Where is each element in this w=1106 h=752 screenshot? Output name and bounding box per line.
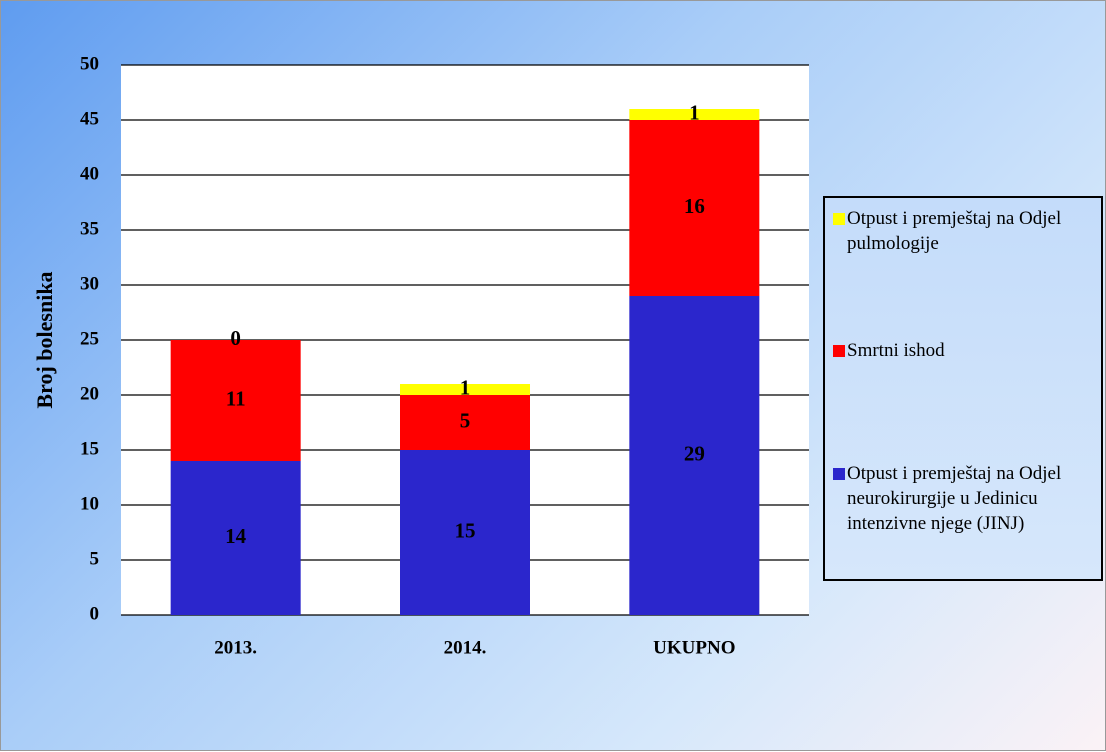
legend: Otpust i premještaj na Odjel pulmologije…: [823, 196, 1103, 581]
bar-segment: [170, 461, 301, 615]
bar-segment: [629, 120, 760, 296]
data-label: 0: [230, 326, 241, 350]
data-label: 1: [460, 375, 471, 399]
y-tick-label: 30: [80, 273, 99, 294]
data-label: 1: [689, 100, 700, 124]
y-tick-label: 5: [90, 548, 100, 569]
legend-entry: Otpust i premještaj na Odjel neurokirurg…: [833, 461, 1106, 536]
y-tick-label: 35: [80, 218, 99, 239]
legend-swatch: [833, 213, 845, 225]
x-tick-label: 2013.: [214, 637, 257, 658]
y-tick-label: 25: [80, 328, 99, 349]
bar-segment: [629, 296, 760, 615]
data-label: 15: [455, 518, 476, 542]
legend-swatch: [833, 345, 845, 357]
bar-segment: [400, 450, 530, 615]
legend-entry: Smrtni ishod: [833, 338, 1106, 363]
bar-segment: [170, 340, 301, 461]
y-tick-label: 0: [90, 603, 100, 624]
data-label: 5: [460, 408, 471, 432]
x-tick-label: UKUPNO: [653, 637, 735, 658]
x-tick-label: 2014.: [444, 637, 487, 658]
legend-label: Otpust i premještaj na Odjel pulmologije: [847, 208, 1062, 254]
bar-segment: [400, 395, 530, 450]
data-label: 14: [225, 524, 247, 548]
data-label: 29: [684, 441, 705, 465]
legend-label: Otpust i premještaj na Odjel neurokirurg…: [847, 463, 1062, 534]
legend-label: Smrtni ishod: [847, 340, 945, 361]
y-tick-label: 10: [80, 493, 99, 514]
data-label: 16: [684, 194, 705, 218]
legend-entry: Otpust i premještaj na Odjel pulmologije: [833, 206, 1106, 256]
y-tick-label: 40: [80, 163, 99, 184]
data-label: 11: [226, 386, 246, 410]
y-tick-label: 45: [80, 108, 99, 129]
y-tick-label: 20: [80, 383, 99, 404]
bar-segment: [629, 109, 760, 120]
legend-swatch: [833, 468, 845, 480]
y-tick-label: 15: [80, 438, 99, 459]
y-tick-label: 50: [80, 53, 99, 74]
bar-segment: [400, 384, 530, 395]
y-axis-label: Broj bolesnika: [32, 271, 57, 408]
